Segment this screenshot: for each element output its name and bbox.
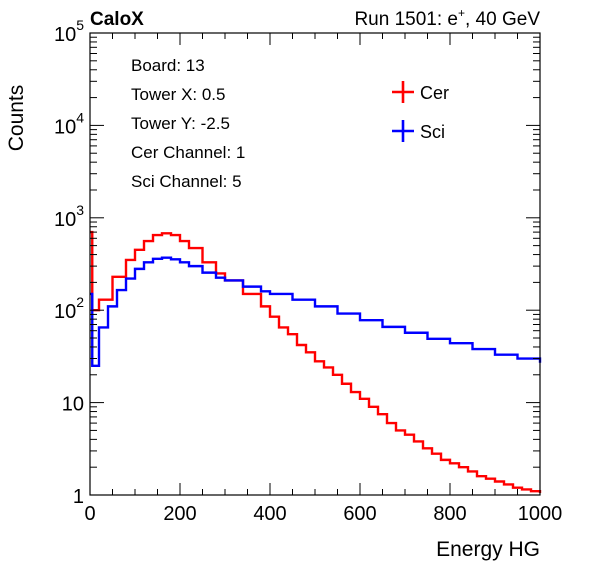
info-box: Board: 13 Tower X: 0.5 Tower Y: -2.5 Cer Ch…	[131, 56, 245, 191]
x-tick-label: 200	[163, 503, 196, 525]
x-axis-title: Energy HG	[436, 538, 540, 561]
y-tick-label: 103	[54, 202, 84, 231]
series-sci-line	[90, 256, 542, 368]
legend: Cer Sci	[392, 81, 449, 142]
x-tick-label: 600	[343, 503, 376, 525]
y-tick-label: 1	[73, 486, 84, 508]
x-tick-label: 800	[433, 503, 466, 525]
info-line: Cer Channel: 1	[131, 143, 245, 162]
info-line: Tower X: 0.5	[131, 85, 226, 104]
x-tick-label: 400	[253, 503, 286, 525]
info-line: Tower Y: -2.5	[131, 114, 230, 133]
info-line: Board: 13	[131, 56, 205, 75]
x-tick-label: 0	[84, 503, 95, 525]
info-line: Sci Channel: 5	[131, 172, 242, 191]
y-tick-label: 102	[54, 294, 84, 323]
series-layer	[90, 230, 542, 494]
series-cer-line	[90, 230, 542, 494]
run-label: Run 1501: e+, 40 GeV	[354, 6, 540, 30]
legend-label-cer: Cer	[420, 83, 449, 103]
y-axis-title: Counts	[5, 85, 28, 152]
legend-label-sci: Sci	[420, 122, 445, 142]
y-tick-label: 104	[54, 109, 84, 138]
experiment-label: CaloX	[90, 9, 144, 30]
y-tick-label: 10	[62, 394, 84, 416]
axes-layer: 0 200 400 600 800 1000 1 10 102 103 104 105	[54, 17, 562, 525]
x-tick-label: 1000	[518, 503, 563, 525]
y-tick-label: 105	[54, 17, 84, 46]
